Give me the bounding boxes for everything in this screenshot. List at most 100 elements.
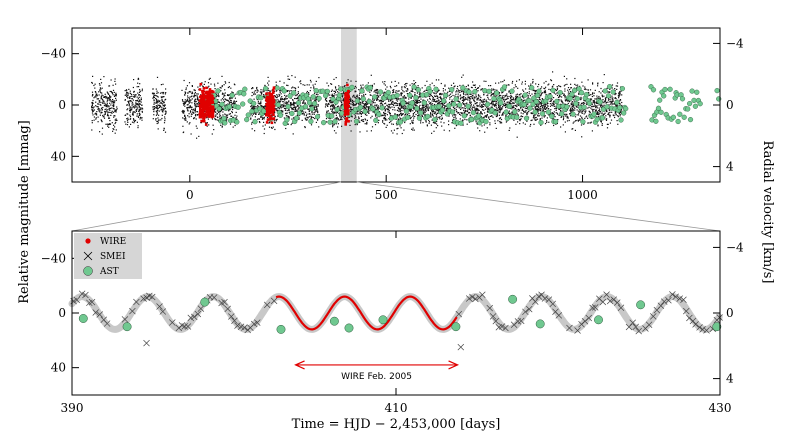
smei-point [620, 109, 622, 111]
smei-point [611, 95, 613, 97]
smei-point [127, 108, 129, 110]
smei-point [138, 94, 140, 96]
smei-point [301, 119, 303, 121]
smei-point [304, 117, 306, 119]
smei-point [555, 93, 557, 95]
smei-point [258, 118, 261, 120]
smei-point [103, 100, 105, 102]
smei-point [222, 96, 225, 98]
smei-point [383, 83, 385, 85]
smei-point [400, 93, 402, 96]
smei-point [110, 90, 112, 93]
smei-point [304, 126, 306, 129]
smei-point [544, 108, 546, 110]
smei-point [609, 88, 611, 90]
smei-point [262, 106, 264, 108]
smei-point [409, 109, 411, 111]
smei-point [366, 114, 368, 116]
smei-point [482, 101, 484, 103]
smei-point [222, 111, 224, 113]
smei-point [435, 100, 438, 102]
smei-point [215, 96, 217, 98]
smei-point [99, 109, 101, 111]
smei-point [490, 106, 492, 108]
smei-point [391, 98, 393, 100]
smei-point [102, 114, 104, 117]
smei-point [550, 100, 552, 102]
smei-point [116, 106, 118, 108]
smei-point [315, 121, 317, 123]
smei-point [102, 99, 104, 101]
smei-point [433, 95, 436, 97]
smei-point [438, 79, 440, 81]
smei-point [422, 105, 424, 107]
smei-point [327, 103, 329, 105]
smei-point [390, 121, 392, 123]
smei-point [127, 118, 129, 121]
smei-point [501, 114, 503, 116]
smei-point [140, 99, 142, 101]
smei-point [310, 81, 312, 83]
smei-point [398, 110, 400, 112]
smei-point [95, 93, 97, 95]
smei-point [164, 131, 167, 133]
smei-point [547, 84, 549, 86]
smei-point [516, 136, 518, 138]
smei-point [502, 106, 504, 108]
smei-point [157, 92, 159, 94]
smei-point [356, 94, 358, 96]
smei-point [369, 91, 371, 93]
smei-point [156, 107, 158, 109]
smei-point [306, 84, 308, 86]
smei-point [418, 96, 420, 98]
smei-point [104, 112, 106, 114]
smei-point [408, 98, 410, 100]
smei-point [263, 132, 265, 135]
smei-point [286, 115, 288, 117]
smei-point [403, 107, 405, 110]
smei-point [431, 119, 433, 121]
smei-point [91, 101, 93, 104]
smei-point [219, 113, 221, 115]
smei-point [333, 95, 335, 97]
smei-point [261, 93, 263, 95]
smei-point [374, 104, 376, 106]
smei-point [510, 94, 512, 96]
smei-point [355, 90, 357, 92]
smei-point [590, 107, 592, 109]
smei-point [528, 88, 530, 90]
smei-point [360, 87, 362, 89]
smei-point [329, 94, 331, 96]
smei-point [460, 97, 462, 99]
smei-point [161, 91, 163, 94]
smei-point [131, 101, 134, 103]
smei-point [368, 108, 370, 110]
smei-point [400, 118, 402, 120]
smei-point [221, 109, 223, 111]
smei-point [464, 108, 466, 110]
smei-point [582, 85, 584, 87]
smei-point [359, 112, 361, 115]
smei-point [185, 88, 187, 91]
smei-point [566, 113, 568, 115]
smei-point [575, 105, 577, 107]
smei-point [98, 91, 100, 93]
smei-point [506, 95, 508, 97]
smei-point [538, 108, 540, 110]
smei-point [221, 107, 223, 109]
smei-point [546, 121, 548, 123]
smei-point [443, 129, 445, 131]
smei-point [311, 113, 313, 115]
smei-point [231, 115, 233, 117]
smei-point [467, 88, 469, 90]
smei-point [141, 104, 143, 106]
smei-point [303, 111, 305, 113]
smei-point [399, 110, 401, 113]
smei-point [126, 95, 128, 98]
smei-point [543, 91, 545, 94]
smei-point [308, 113, 310, 115]
smei-point [422, 109, 425, 111]
smei-point [445, 110, 447, 112]
smei-point [108, 85, 110, 87]
smei-point [404, 113, 406, 115]
